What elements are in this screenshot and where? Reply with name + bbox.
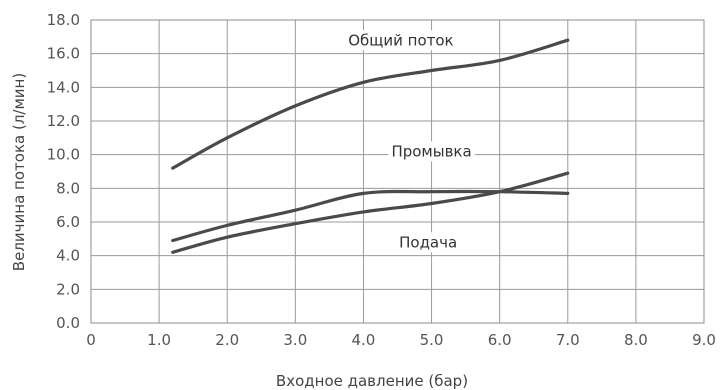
x-axis-title: Входное давление (бар) <box>276 372 468 390</box>
x-tick-label: 3.0 <box>283 331 307 349</box>
y-tick-label: 8.0 <box>56 179 80 197</box>
x-tick-label: 0 <box>86 331 96 349</box>
x-tick-label: 2.0 <box>215 331 239 349</box>
y-tick-label: 6.0 <box>56 213 80 231</box>
y-tick-label: 14.0 <box>47 78 80 96</box>
x-tick-labels: 0 1.0 2.0 3.0 4.0 5.0 6.0 7.0 8.0 9.0 <box>86 331 716 349</box>
series-lines <box>173 40 568 252</box>
plot-frame <box>91 20 704 323</box>
series-flush-line <box>173 191 568 240</box>
x-tick-label: 6.0 <box>488 331 512 349</box>
series-total-flow-line <box>173 40 568 168</box>
y-tick-label: 18.0 <box>47 11 80 29</box>
y-axis-title: Величина потока (л/мин) <box>10 73 28 271</box>
series-flush-label: Промывка <box>391 142 471 160</box>
series-total-flow-label: Общий поток <box>348 31 453 49</box>
series-labels: Общий поток Промывка Подача <box>345 30 474 252</box>
y-tick-label: 2.0 <box>56 280 80 298</box>
x-tick-label: 4.0 <box>352 331 376 349</box>
x-tick-label: 5.0 <box>420 331 444 349</box>
y-tick-label: 12.0 <box>47 112 80 130</box>
x-tick-label: 7.0 <box>556 331 580 349</box>
series-feed-line <box>173 173 568 252</box>
y-tick-label: 0.0 <box>56 314 80 332</box>
y-tick-label: 10.0 <box>47 146 80 164</box>
x-tick-label: 1.0 <box>147 331 171 349</box>
x-tick-label: 8.0 <box>624 331 648 349</box>
grid <box>91 20 704 323</box>
y-tick-labels: 0.0 2.0 4.0 6.0 8.0 10.0 12.0 14.0 16.0 18.0 <box>47 11 80 332</box>
y-tick-label: 16.0 <box>47 45 80 63</box>
series-feed-label: Подача <box>399 233 457 251</box>
x-tick-label: 9.0 <box>692 331 716 349</box>
y-tick-label: 4.0 <box>56 247 80 265</box>
